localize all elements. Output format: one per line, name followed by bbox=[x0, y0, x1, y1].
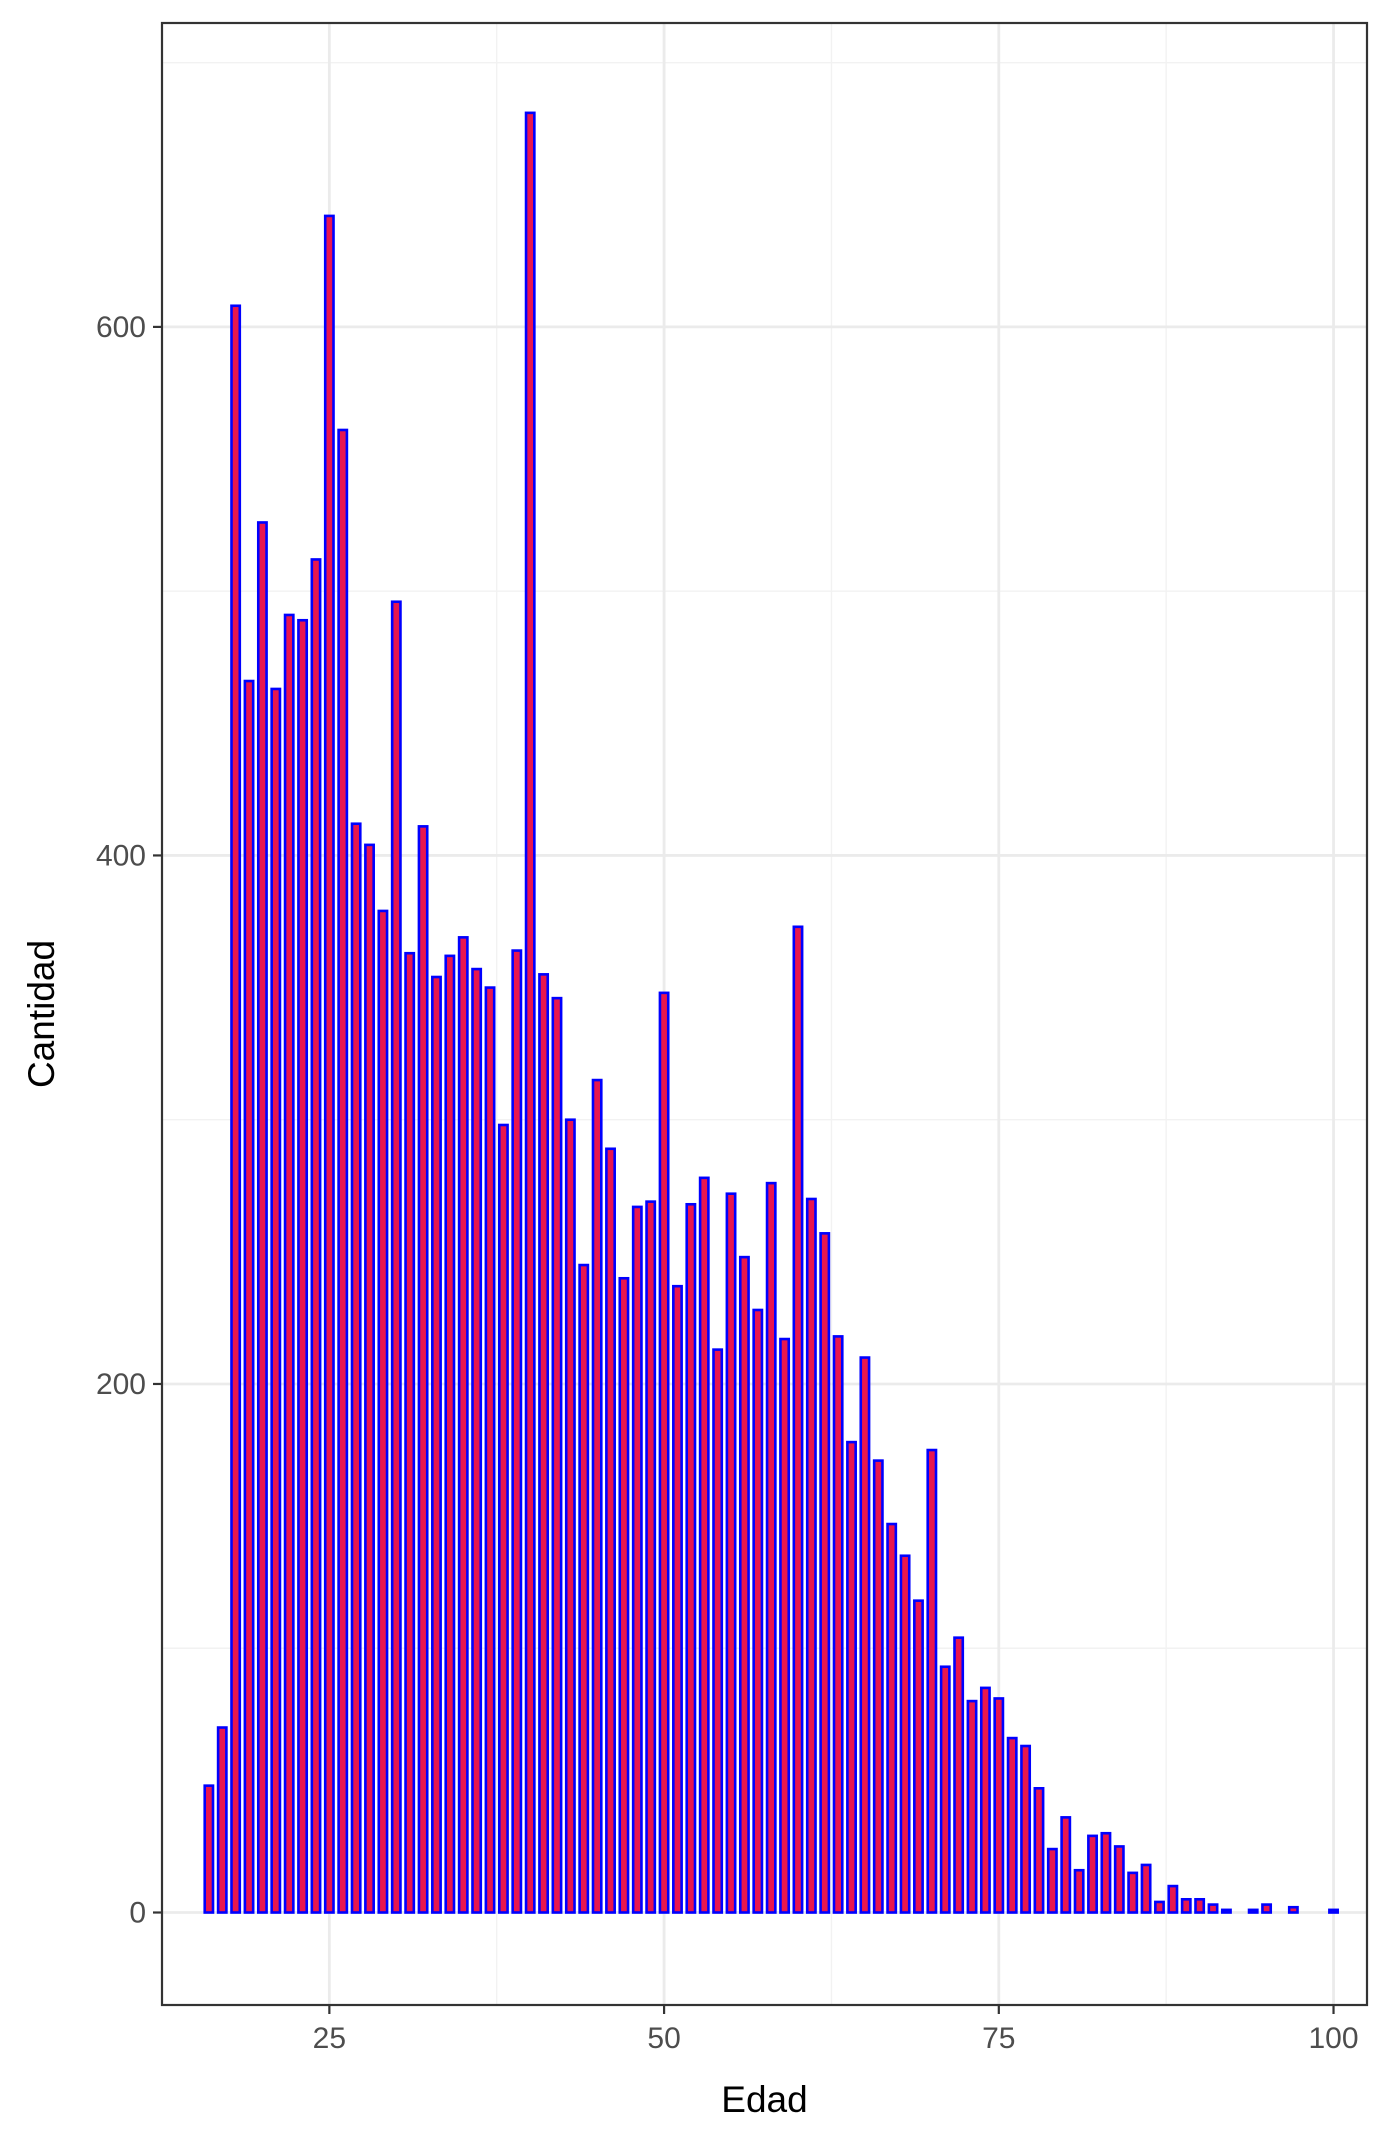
bar bbox=[939, 1665, 951, 1914]
bar bbox=[1060, 1816, 1072, 1914]
y-tick-label: 200 bbox=[96, 1368, 146, 1401]
bar bbox=[725, 1192, 737, 1914]
bar bbox=[631, 1205, 643, 1914]
bar bbox=[1167, 1884, 1179, 1914]
bar bbox=[1328, 1908, 1339, 1914]
bars bbox=[203, 111, 1339, 1914]
bar bbox=[578, 1263, 590, 1914]
bar bbox=[966, 1699, 978, 1914]
x-axis-title: Edad bbox=[721, 2079, 807, 2120]
bar bbox=[672, 1284, 683, 1914]
bar bbox=[364, 843, 375, 1914]
bar bbox=[497, 1123, 509, 1914]
bar bbox=[1261, 1903, 1273, 1914]
bar bbox=[256, 521, 268, 1914]
bar bbox=[283, 613, 295, 1914]
bar bbox=[899, 1554, 911, 1914]
bar bbox=[953, 1636, 965, 1914]
y-tick-label: 600 bbox=[96, 311, 146, 344]
bar bbox=[792, 925, 804, 1914]
bar bbox=[979, 1686, 991, 1914]
bar bbox=[297, 618, 309, 1914]
y-tick-label: 0 bbox=[129, 1897, 146, 1930]
axis-ticks: 25 50 75 100 0 200 400 600 bbox=[96, 311, 1359, 2055]
bar bbox=[564, 1118, 576, 1914]
bar bbox=[471, 967, 483, 1914]
bar bbox=[1220, 1908, 1232, 1914]
bar bbox=[538, 973, 550, 1914]
bar bbox=[1113, 1845, 1125, 1914]
x-tick-label: 100 bbox=[1308, 2022, 1358, 2055]
bar bbox=[765, 1181, 777, 1914]
bar bbox=[230, 304, 242, 1914]
bar bbox=[1194, 1897, 1206, 1914]
bar bbox=[310, 558, 322, 1914]
bar bbox=[243, 679, 255, 1914]
bar bbox=[1207, 1903, 1219, 1914]
bar bbox=[270, 687, 282, 1914]
x-tick-label: 75 bbox=[982, 2022, 1015, 2055]
bar bbox=[511, 949, 523, 1914]
bar bbox=[658, 991, 670, 1914]
bar bbox=[872, 1459, 884, 1914]
bar bbox=[605, 1147, 616, 1914]
bar bbox=[377, 909, 389, 1914]
panel-border bbox=[160, 21, 1369, 2007]
bar bbox=[1046, 1847, 1058, 1914]
bar bbox=[457, 936, 469, 1914]
bar bbox=[1287, 1905, 1299, 1914]
y-tick-label: 400 bbox=[96, 839, 146, 872]
bar bbox=[1087, 1834, 1098, 1914]
bar bbox=[1127, 1871, 1139, 1914]
bar bbox=[859, 1356, 871, 1914]
bar bbox=[832, 1335, 844, 1914]
bar bbox=[1073, 1868, 1085, 1914]
y-axis-title: Cantidad bbox=[21, 940, 62, 1088]
bar bbox=[712, 1348, 724, 1914]
bar bbox=[1033, 1787, 1045, 1914]
bar bbox=[698, 1176, 710, 1914]
x-tick-label: 50 bbox=[647, 2022, 680, 2055]
bar bbox=[591, 1078, 603, 1914]
bar bbox=[551, 996, 563, 1914]
bar bbox=[431, 975, 442, 1914]
bar bbox=[524, 111, 536, 1914]
bar bbox=[886, 1522, 898, 1914]
bar bbox=[805, 1197, 817, 1914]
bar bbox=[323, 214, 335, 1914]
bar bbox=[404, 951, 416, 1914]
bar bbox=[1100, 1831, 1112, 1914]
bar bbox=[1006, 1736, 1018, 1914]
bar bbox=[484, 986, 496, 1914]
bar bbox=[1140, 1863, 1152, 1914]
bar bbox=[618, 1276, 630, 1914]
bar bbox=[738, 1255, 750, 1914]
bar bbox=[819, 1232, 831, 1914]
bar bbox=[203, 1784, 215, 1914]
bar bbox=[444, 954, 456, 1914]
bar bbox=[337, 428, 349, 1914]
bar bbox=[1020, 1744, 1032, 1914]
bar bbox=[1154, 1900, 1165, 1914]
bar bbox=[779, 1337, 791, 1914]
bar bbox=[752, 1308, 764, 1914]
bar bbox=[685, 1202, 697, 1914]
bar bbox=[390, 600, 402, 1914]
bar bbox=[216, 1726, 228, 1914]
bar bbox=[350, 822, 362, 1914]
bar bbox=[1180, 1897, 1192, 1914]
x-tick-label: 25 bbox=[313, 2022, 346, 2055]
bar bbox=[417, 825, 429, 1914]
bar bbox=[993, 1697, 1005, 1914]
bar bbox=[846, 1440, 857, 1914]
bar bbox=[1247, 1908, 1259, 1914]
bar bbox=[645, 1200, 657, 1914]
bar bbox=[926, 1448, 938, 1914]
bar bbox=[913, 1599, 924, 1914]
